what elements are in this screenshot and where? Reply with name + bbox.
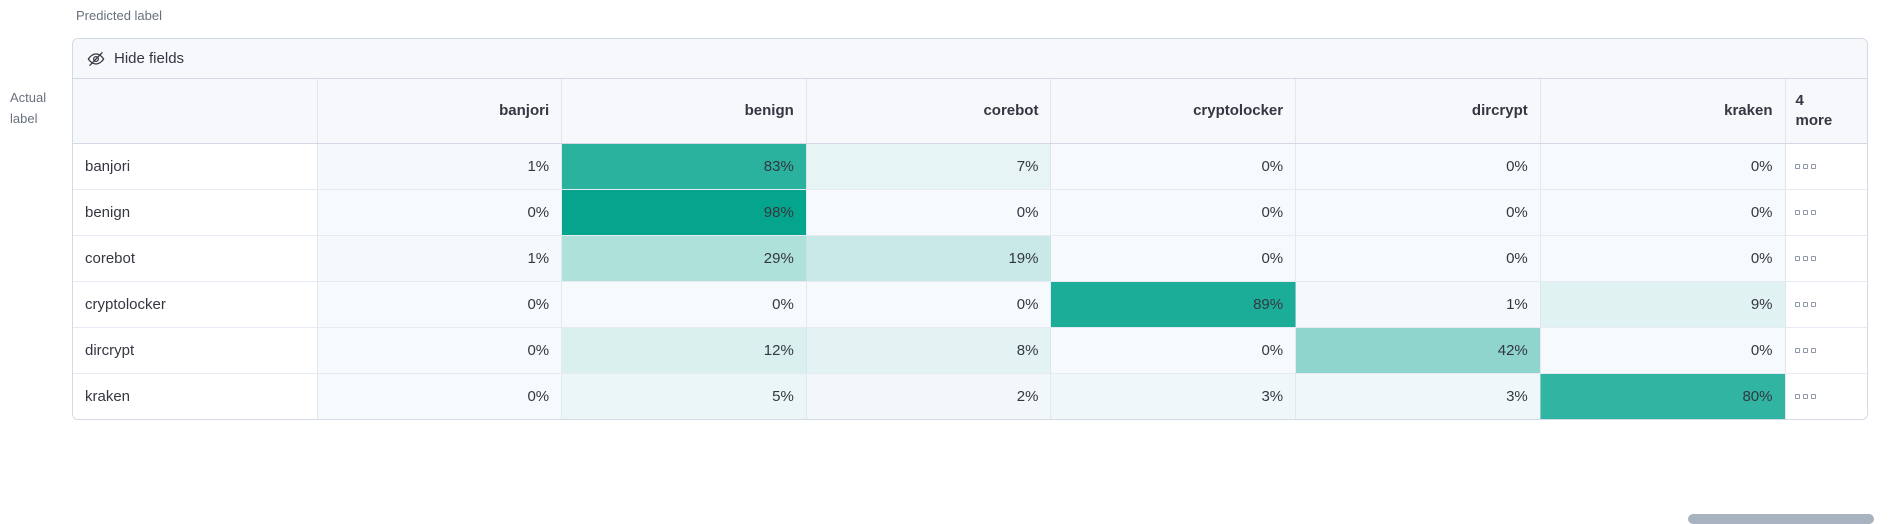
- cell-corebot-banjori: 1%: [316, 235, 562, 282]
- cell-corebot-benign: 29%: [561, 235, 807, 282]
- cell-kraken-cryptolocker: 3%: [1050, 373, 1296, 419]
- matrix-row-banjori: banjori 1% 83% 7% 0% 0% 0%: [73, 143, 1867, 190]
- confusion-matrix-table: banjori benign corebot cryptolocker dircrypt…: [73, 79, 1867, 419]
- row-label: benign: [73, 189, 317, 236]
- matrix-row-kraken: kraken 0% 5% 2% 3% 3% 80%: [73, 373, 1867, 419]
- cell-benign-cryptolocker: 0%: [1050, 189, 1296, 236]
- cell-dircrypt-kraken: 0%: [1539, 327, 1785, 374]
- hidden-cells-indicator-icon: [1784, 373, 1867, 419]
- cell-banjori-corebot: 7%: [805, 143, 1051, 190]
- horizontal-scrollbar-thumb[interactable]: [1688, 514, 1874, 524]
- column-header-banjori: banjori: [316, 79, 562, 144]
- cell-banjori-dircrypt: 0%: [1295, 143, 1541, 190]
- cell-dircrypt-corebot: 8%: [805, 327, 1051, 374]
- predicted-axis-label: Predicted label: [76, 8, 162, 23]
- hidden-cells-indicator-icon: [1784, 143, 1867, 190]
- corner-cell: [73, 79, 317, 144]
- cell-cryptolocker-kraken: 9%: [1539, 281, 1785, 328]
- row-label: banjori: [73, 143, 317, 190]
- cell-cryptolocker-banjori: 0%: [316, 281, 562, 328]
- cell-corebot-corebot: 19%: [805, 235, 1051, 282]
- cell-kraken-corebot: 2%: [805, 373, 1051, 419]
- cell-banjori-banjori: 1%: [316, 143, 562, 190]
- hidden-cells-indicator-icon: [1784, 235, 1867, 282]
- matrix-row-corebot: corebot 1% 29% 19% 0% 0% 0%: [73, 235, 1867, 282]
- cell-banjori-cryptolocker: 0%: [1050, 143, 1296, 190]
- eye-closed-icon: [87, 50, 105, 68]
- confusion-matrix-panel: Hide fields banjori benign corebot cryptolo…: [72, 38, 1868, 420]
- column-header-corebot: corebot: [805, 79, 1051, 144]
- cell-corebot-dircrypt: 0%: [1295, 235, 1541, 282]
- cell-banjori-kraken: 0%: [1539, 143, 1785, 190]
- cell-kraken-banjori: 0%: [316, 373, 562, 419]
- cell-cryptolocker-benign: 0%: [561, 281, 807, 328]
- cell-benign-kraken: 0%: [1539, 189, 1785, 236]
- cell-dircrypt-benign: 12%: [561, 327, 807, 374]
- column-header-benign: benign: [561, 79, 807, 144]
- matrix-row-cryptolocker: cryptolocker 0% 0% 0% 89% 1% 9%: [73, 281, 1867, 328]
- row-label: kraken: [73, 373, 317, 419]
- cell-cryptolocker-corebot: 0%: [805, 281, 1051, 328]
- column-header-kraken: kraken: [1539, 79, 1785, 144]
- matrix-row-benign: benign 0% 98% 0% 0% 0% 0%: [73, 189, 1867, 236]
- hidden-cells-indicator-icon: [1784, 281, 1867, 328]
- cell-kraken-kraken: 80%: [1539, 373, 1785, 419]
- cell-cryptolocker-dircrypt: 1%: [1295, 281, 1541, 328]
- more-columns-header: 4 more: [1784, 79, 1867, 144]
- cell-dircrypt-dircrypt: 42%: [1295, 327, 1541, 374]
- more-columns-word: more: [1795, 111, 1833, 129]
- cell-benign-corebot: 0%: [805, 189, 1051, 236]
- hidden-cells-indicator-icon: [1784, 189, 1867, 236]
- cell-kraken-dircrypt: 3%: [1295, 373, 1541, 419]
- column-header-cryptolocker: cryptolocker: [1050, 79, 1296, 144]
- cell-dircrypt-cryptolocker: 0%: [1050, 327, 1296, 374]
- column-header-row: banjori benign corebot cryptolocker dircrypt…: [73, 79, 1867, 144]
- actual-axis-label: Actual label: [10, 88, 46, 130]
- row-label: corebot: [73, 235, 317, 282]
- row-label: dircrypt: [73, 327, 317, 374]
- more-columns-count: 4: [1795, 92, 1804, 110]
- cell-cryptolocker-cryptolocker: 89%: [1050, 281, 1296, 328]
- cell-dircrypt-banjori: 0%: [316, 327, 562, 374]
- cell-corebot-kraken: 0%: [1539, 235, 1785, 282]
- cell-banjori-benign: 83%: [561, 143, 807, 190]
- cell-kraken-benign: 5%: [561, 373, 807, 419]
- matrix-row-dircrypt: dircrypt 0% 12% 8% 0% 42% 0%: [73, 327, 1867, 374]
- hidden-cells-indicator-icon: [1784, 327, 1867, 374]
- cell-benign-dircrypt: 0%: [1295, 189, 1541, 236]
- hide-fields-button[interactable]: Hide fields: [87, 50, 184, 68]
- grid-toolbar: Hide fields: [73, 39, 1867, 79]
- cell-benign-banjori: 0%: [316, 189, 562, 236]
- cell-corebot-cryptolocker: 0%: [1050, 235, 1296, 282]
- actual-axis-label-line2: label: [10, 110, 38, 126]
- row-label: cryptolocker: [73, 281, 317, 328]
- hide-fields-label: Hide fields: [114, 50, 185, 67]
- actual-axis-label-line1: Actual: [10, 90, 47, 105]
- column-header-dircrypt: dircrypt: [1295, 79, 1541, 144]
- cell-benign-benign: 98%: [561, 189, 807, 236]
